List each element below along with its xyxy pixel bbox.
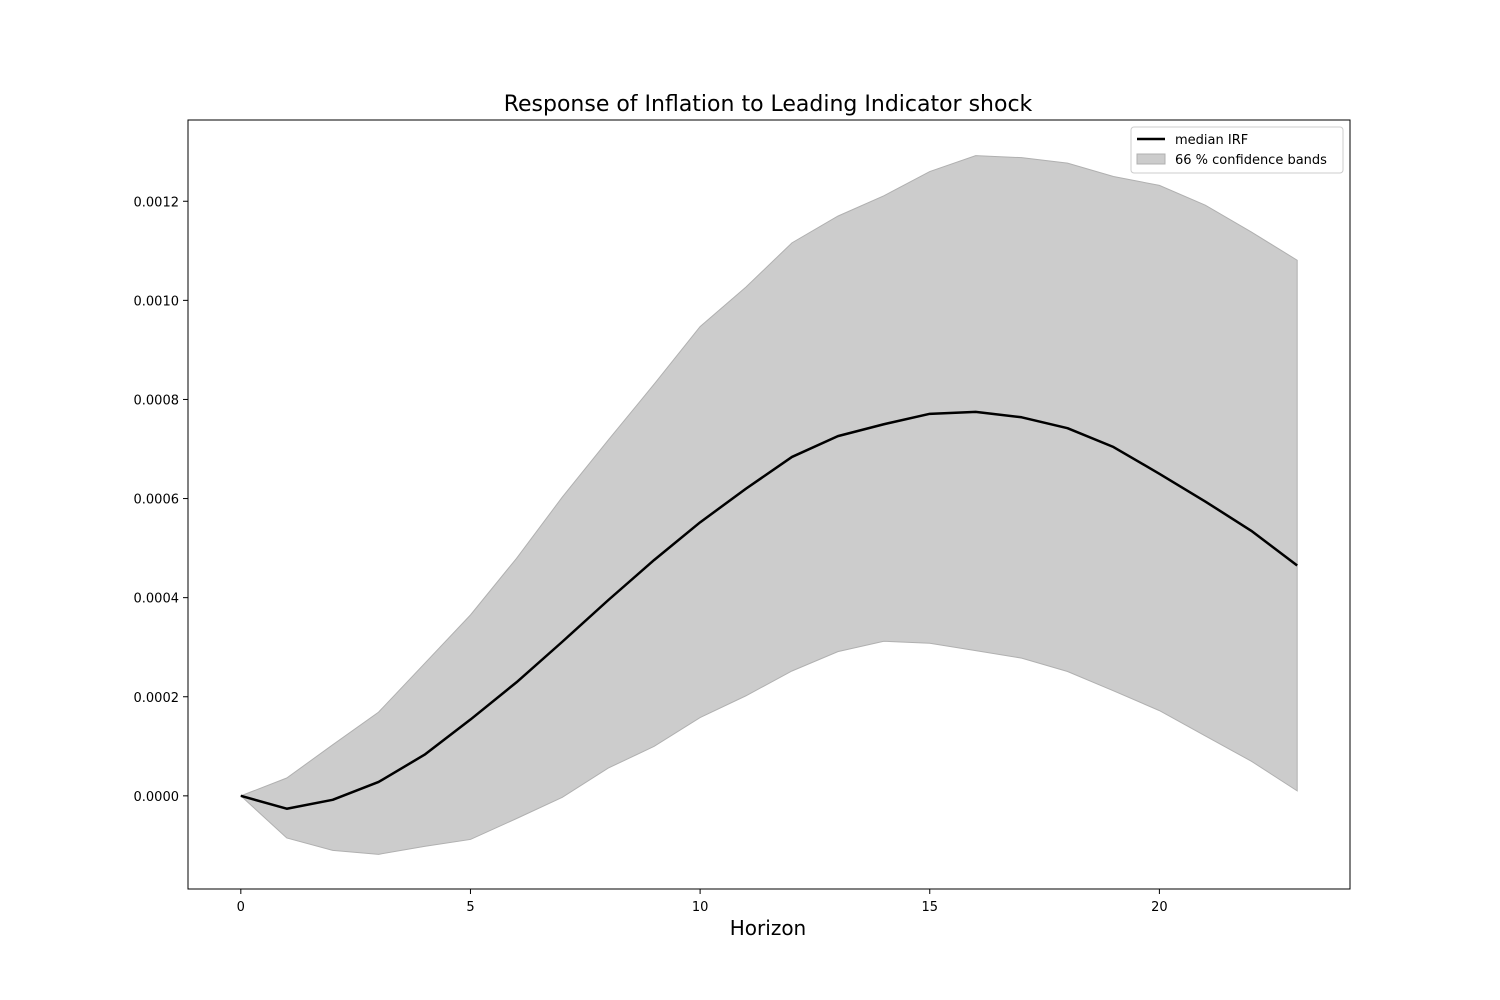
legend-label-confidence-bands: 66 % confidence bands bbox=[1175, 153, 1327, 168]
legend: median IRF 66 % confidence bands bbox=[1130, 126, 1344, 174]
x-axis: 0 5 10 15 20 bbox=[237, 889, 1168, 915]
x-tick-label: 0 bbox=[237, 900, 245, 915]
y-axis: 0.0000 0.0002 0.0004 0.0006 0.0008 0.0010 0.00… bbox=[134, 195, 188, 805]
y-tick-label: 0.0000 bbox=[134, 790, 180, 805]
plot-area bbox=[239, 155, 1298, 855]
x-tick-label: 5 bbox=[466, 900, 474, 915]
legend-box bbox=[1130, 126, 1344, 174]
y-tick-label: 0.0010 bbox=[134, 294, 180, 309]
y-tick-label: 0.0008 bbox=[134, 393, 180, 408]
plot-frame bbox=[187, 119, 1351, 890]
legend-swatch-confidence-bands bbox=[1136, 153, 1166, 165]
y-tick-label: 0.0002 bbox=[134, 691, 180, 706]
y-tick-label: 0.0006 bbox=[134, 493, 180, 508]
x-tick-label: 20 bbox=[1151, 900, 1168, 915]
y-tick-label: 0.0012 bbox=[134, 195, 180, 210]
median-irf-line bbox=[240, 410, 1298, 810]
y-tick-label: 0.0004 bbox=[134, 592, 180, 607]
legend-label-median-irf: median IRF bbox=[1175, 133, 1248, 148]
x-tick-label: 10 bbox=[692, 900, 709, 915]
chart-title: Response of Inflation to Leading Indicat… bbox=[504, 92, 1033, 117]
confidence-band bbox=[239, 155, 1298, 855]
x-tick-label: 15 bbox=[921, 900, 938, 915]
x-axis-label: Horizon bbox=[730, 916, 806, 940]
